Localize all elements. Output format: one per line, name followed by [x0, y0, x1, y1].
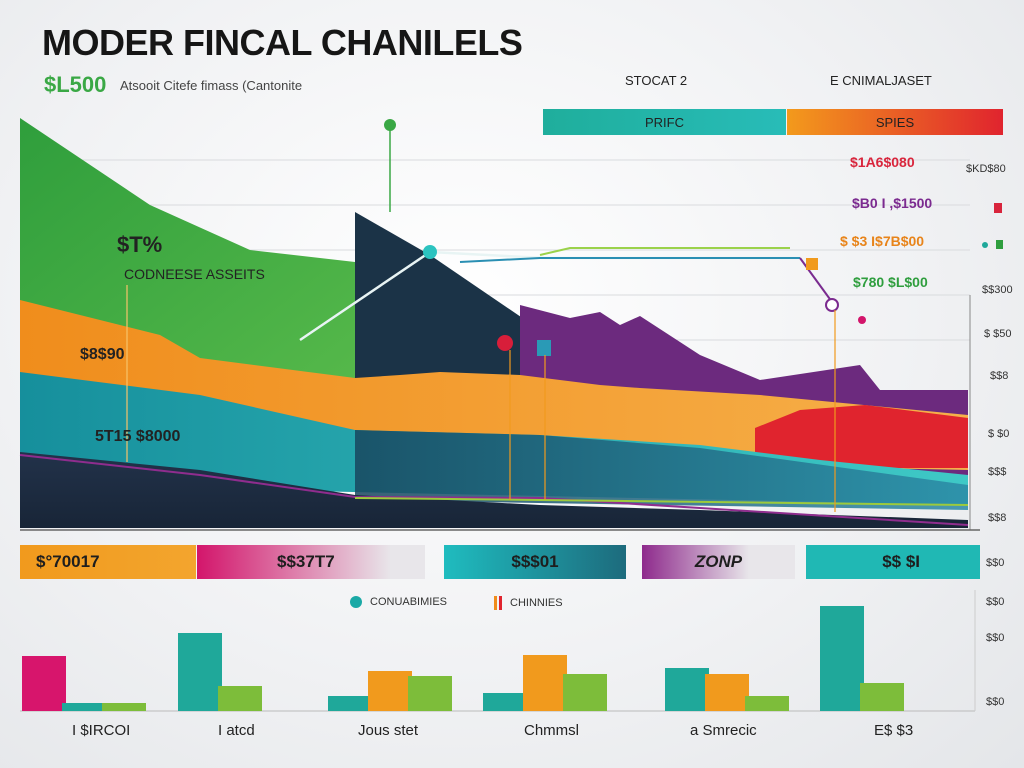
bar-B-0: [62, 703, 106, 711]
bar-C-2: [368, 671, 412, 711]
page-title: MODER FINCAL CHANILELS: [42, 22, 523, 63]
category-label-4: Chmmsl: [524, 722, 579, 739]
trend-line-lime: [539, 247, 790, 256]
trend-line-purple-marker: [799, 257, 833, 303]
spies-banner: SPIES: [787, 109, 1003, 135]
bar-chart: [22, 606, 904, 711]
asset-label: E CNIMALJASET: [830, 73, 932, 88]
area-series-base: [20, 452, 968, 528]
side-value-4: $780 $L$00: [853, 274, 928, 290]
right-tick-5: $$$: [988, 466, 1007, 478]
summary-box-1: $°70017: [20, 545, 196, 579]
bar-C-3: [523, 655, 567, 711]
area-series-green: [20, 118, 355, 380]
price-banner: PRIFC: [543, 109, 786, 135]
trend-line-teal: [459, 257, 800, 263]
category-label-5: a Smrecic: [690, 722, 757, 739]
marker-red: [497, 335, 513, 351]
category-label-2: I atcd: [218, 722, 255, 739]
legend-item-1: CONUABIMIES: [350, 596, 447, 608]
bar-C-4: [705, 674, 749, 711]
trend-line-purple: [19, 454, 969, 526]
area-series-red: [755, 405, 968, 468]
right-tick-2: $ $50: [984, 328, 1012, 340]
bar-A-0: [22, 656, 66, 711]
marker-teal-square: [537, 340, 551, 356]
summary-box-3: $$$01: [444, 545, 626, 579]
bars-icon: [494, 596, 502, 610]
legend-item-2: CHINNIES: [494, 596, 563, 610]
bar-D-3: [563, 674, 607, 711]
trend-line-green: [354, 497, 969, 506]
right-tick-7: $$0: [986, 557, 1005, 569]
bar-B-3: [483, 693, 527, 711]
marker-dot-teal: [982, 242, 988, 248]
top-value-label: $T%: [117, 232, 163, 257]
orange-value-label: $8$90: [80, 346, 125, 363]
bar-B-2: [328, 696, 372, 711]
right-tick-9: $$0: [986, 632, 1005, 644]
area-series-blue: [355, 430, 968, 510]
side-value-3: $ $3 I$7B$00: [840, 233, 925, 249]
marker-pink: [858, 316, 866, 324]
marker-square-red: [994, 203, 1002, 213]
bar-D-4: [745, 696, 789, 711]
marker-teal: [423, 245, 437, 259]
bar-D-5: [860, 683, 904, 711]
category-label-3: Jous stet: [358, 722, 419, 739]
marker-purple: [825, 298, 839, 312]
side-value-1: $1A6$080: [850, 154, 915, 170]
bar-B-4: [665, 668, 709, 711]
bar-B-5: [820, 606, 864, 711]
price-value: $L500: [44, 72, 107, 97]
right-tick-1: $$300: [982, 284, 1013, 296]
right-tick-8: $$0: [986, 596, 1005, 608]
price-banner-label: PRIFC: [645, 114, 684, 130]
right-tick-6: $$8: [988, 512, 1007, 524]
summary-box-2: $$37T7: [197, 545, 425, 579]
marker-square-green: [996, 240, 1003, 249]
summary-box-4: ZONP: [642, 545, 795, 579]
category-label-6: E$ $3: [874, 722, 914, 739]
side-value-2: $B0 I ,$1500: [852, 195, 933, 211]
right-tick-0: $KD$80: [966, 163, 1006, 175]
bar-D-1: [218, 686, 262, 711]
assets-label: CODNEESE ASSEITS: [124, 266, 265, 282]
summary-box-5: $$ $I: [806, 545, 980, 579]
right-tick-4: $ $0: [988, 428, 1010, 440]
teal-value-label: 5T15 $8000: [95, 428, 181, 445]
stocks-label: STOCAT 2: [625, 73, 688, 88]
right-tick-3: $$8: [990, 370, 1009, 382]
category-label-1: I $IRCOI: [72, 722, 131, 739]
spies-banner-label: SPIES: [875, 114, 915, 130]
subtitle: Atsooit Citefe fimass (Cantonite: [120, 78, 303, 93]
bar-D-2: [408, 676, 452, 711]
bar-D-0: [102, 703, 146, 711]
bar-B-1: [178, 633, 222, 711]
circle-icon: [350, 596, 362, 608]
right-tick-10: $$0: [986, 696, 1005, 708]
